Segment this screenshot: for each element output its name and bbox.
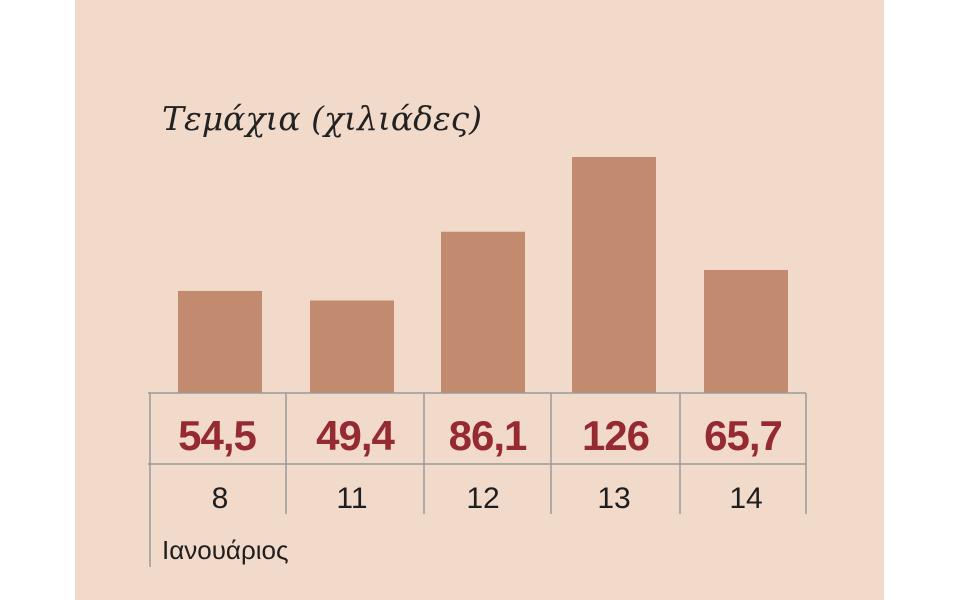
x-tick-label: 8 [212, 482, 229, 515]
chart-title: Τεμάχια (χιλιάδες) [162, 99, 482, 138]
bar-14 [704, 269, 788, 393]
bar-11 [310, 300, 394, 393]
x-tick-label: 11 [336, 482, 367, 515]
value-label: 126 [582, 412, 649, 459]
bar-8 [178, 290, 262, 393]
x-tick-label: 12 [466, 482, 499, 515]
bar-12 [441, 231, 525, 393]
x-tick-label: 14 [729, 482, 762, 515]
value-label: 86,1 [449, 412, 527, 459]
value-label: 54,5 [178, 412, 256, 459]
bar-13 [572, 157, 656, 393]
x-axis-label: Ιανουάριος [162, 535, 289, 565]
value-label: 49,4 [316, 412, 395, 459]
x-tick-label: 13 [597, 482, 630, 515]
value-label: 65,7 [704, 412, 782, 459]
